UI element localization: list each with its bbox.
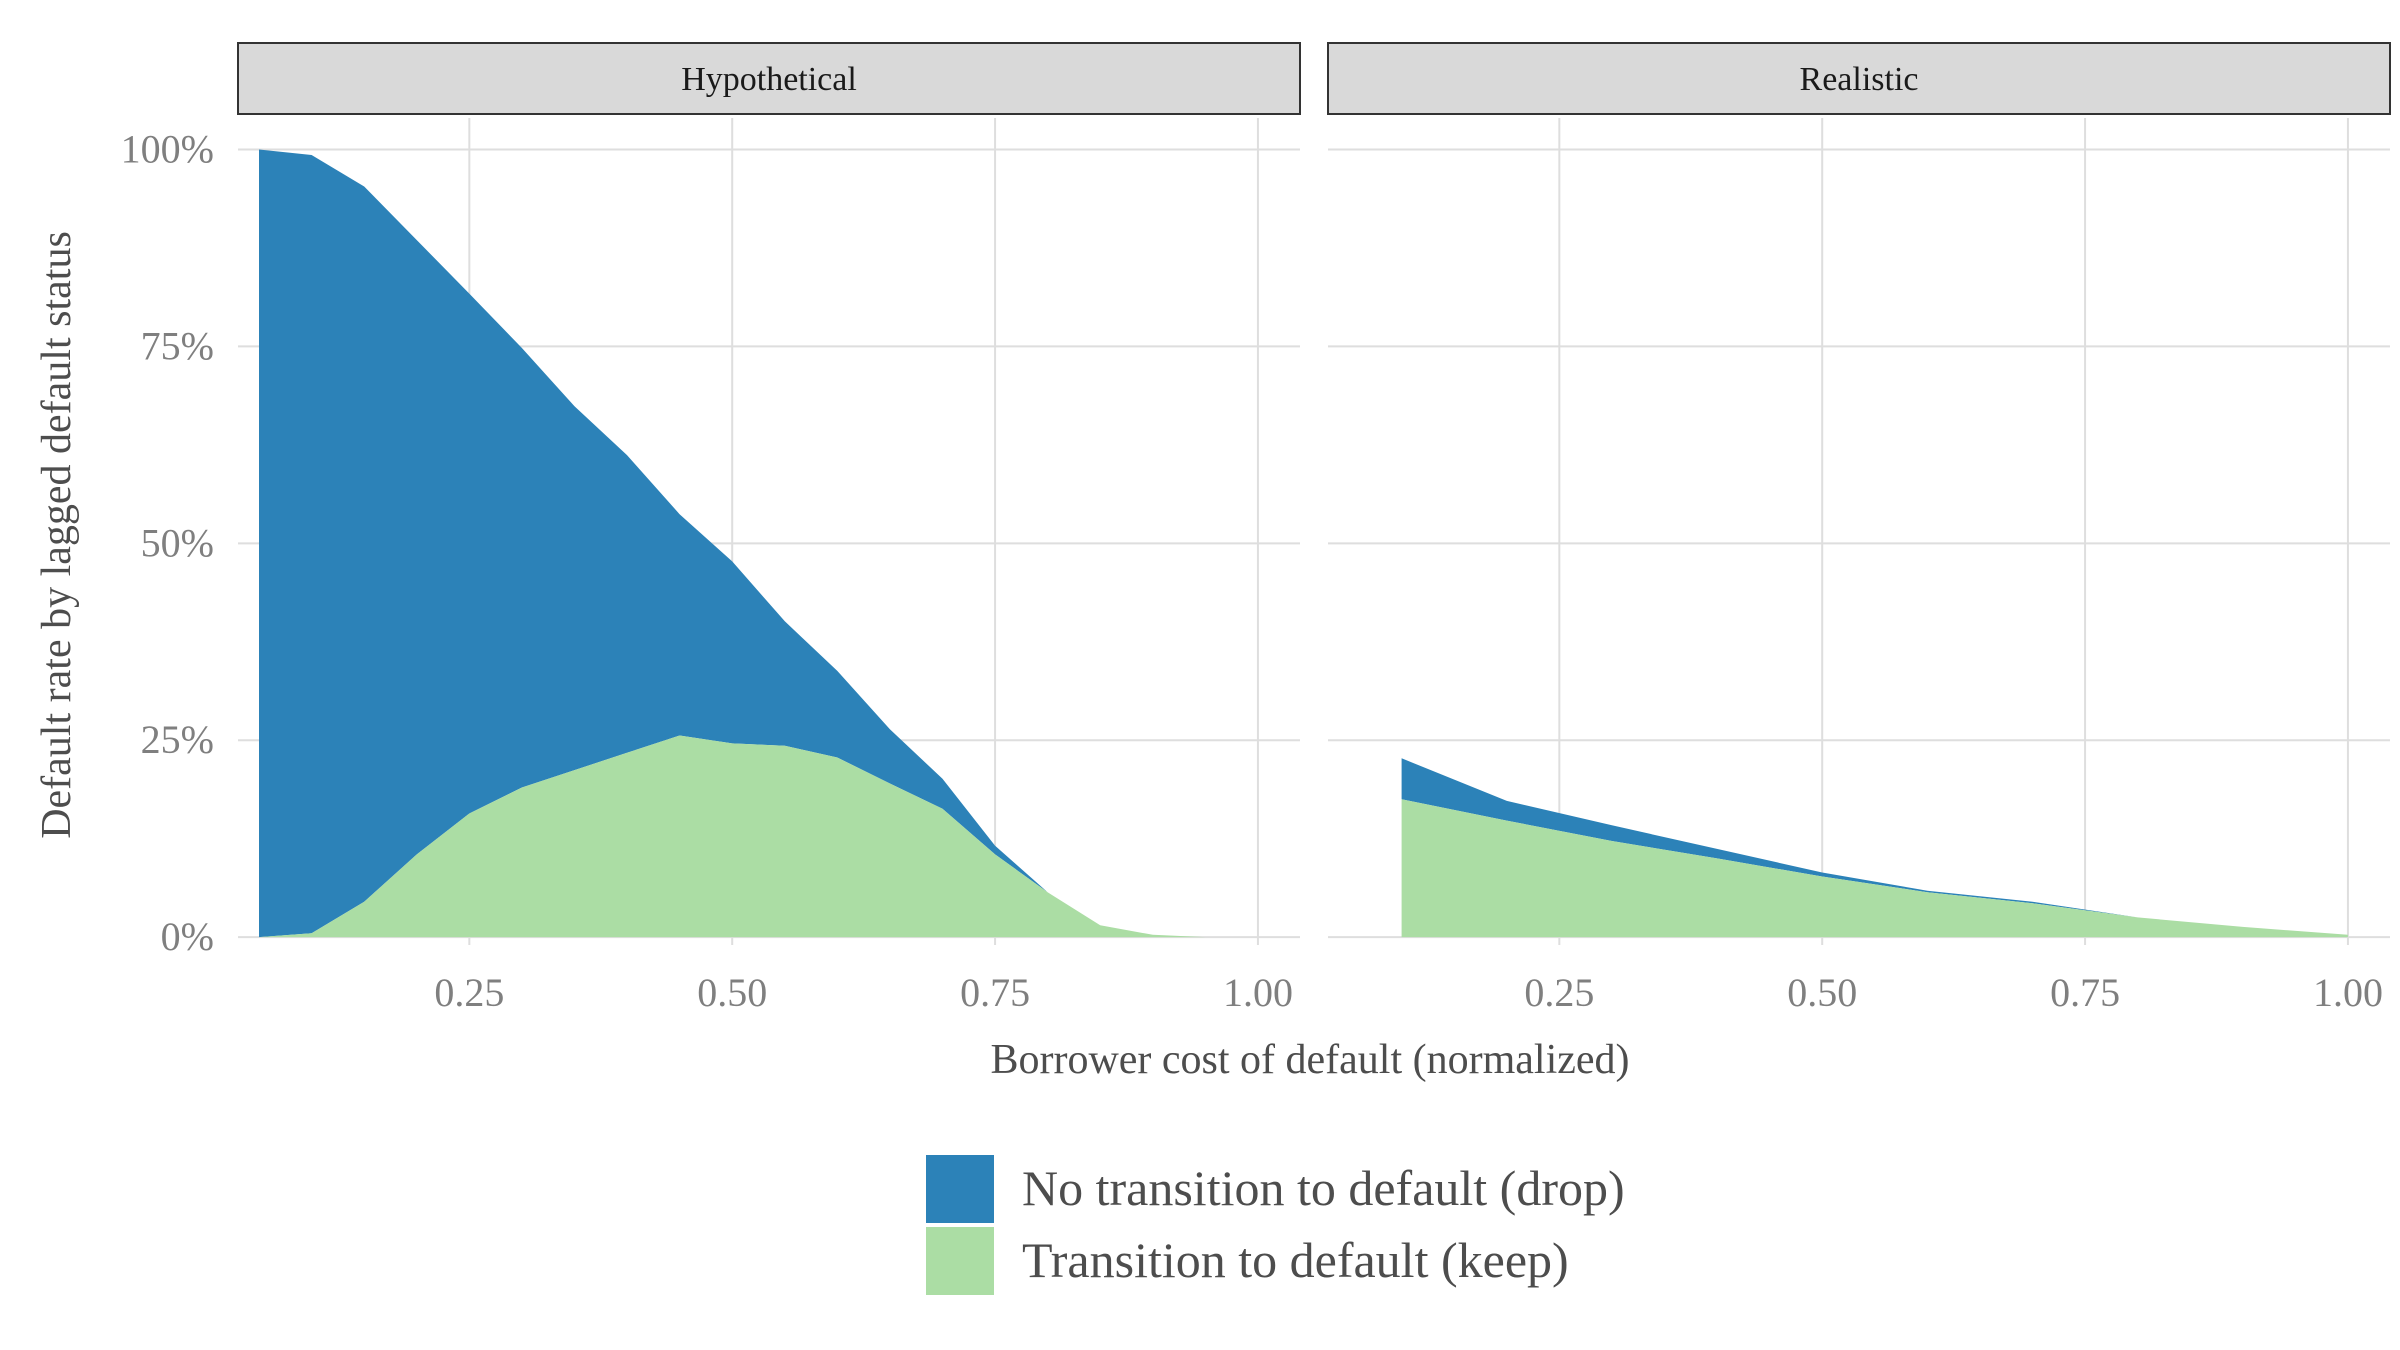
y-axis: 0% 25% 50% 75% 100% [121, 127, 214, 960]
facet-strip [237, 42, 1301, 115]
y-tick-label: 100% [121, 127, 214, 172]
panel-hypothetical: Hypothetical 0.25 0.50 0.75 1.00 [237, 42, 1301, 1015]
x-tick-labels: 0.25 0.50 0.75 1.00 [434, 970, 1293, 1015]
x-tick-label: 0.50 [697, 970, 767, 1015]
y-axis-title: Default rate by lagged default status [34, 231, 80, 839]
x-tick-labels: 0.25 0.50 0.75 1.00 [1524, 970, 2383, 1015]
legend-item: Transition to default (keep) [926, 1227, 1569, 1295]
y-tick-label: 50% [141, 520, 214, 565]
x-tick-label: 0.50 [1787, 970, 1857, 1015]
area-transition-keep [1401, 799, 2348, 938]
x-tick-label: 0.75 [2050, 970, 2120, 1015]
facet-strip-label: Hypothetical [681, 61, 857, 98]
panel-realistic: Realistic 0.25 0.50 0.75 1.00 [1327, 42, 2391, 1015]
legend-swatch [926, 1227, 994, 1295]
facet-strip-label: Realistic [1800, 61, 1919, 98]
x-tick-label: 0.25 [434, 970, 504, 1015]
panels: Hypothetical 0.25 0.50 0.75 1.00 Realistic 0.2… [237, 42, 2391, 1015]
legend-label: Transition to default (keep) [1022, 1232, 1569, 1288]
y-tick-label: 25% [141, 717, 214, 762]
legend-label: No transition to default (drop) [1022, 1160, 1625, 1216]
facet-strip [1327, 42, 2391, 115]
gridlines [1328, 118, 2390, 945]
area-transition-keep [259, 735, 1258, 938]
x-tick-label: 1.00 [1223, 970, 1293, 1015]
x-tick-label: 1.00 [2313, 970, 2383, 1015]
y-tick-label: 0% [161, 914, 214, 959]
x-tick-label: 0.75 [960, 970, 1030, 1015]
area-no-transition-drop [259, 149, 1258, 938]
legend-item: No transition to default (drop) [926, 1155, 1625, 1223]
y-tick-label: 75% [141, 323, 214, 368]
x-tick-label: 0.25 [1524, 970, 1594, 1015]
legend: No transition to default (drop) Transitio… [926, 1155, 1625, 1295]
legend-swatch [926, 1155, 994, 1223]
x-axis-title: Borrower cost of default (normalized) [990, 1037, 1629, 1083]
